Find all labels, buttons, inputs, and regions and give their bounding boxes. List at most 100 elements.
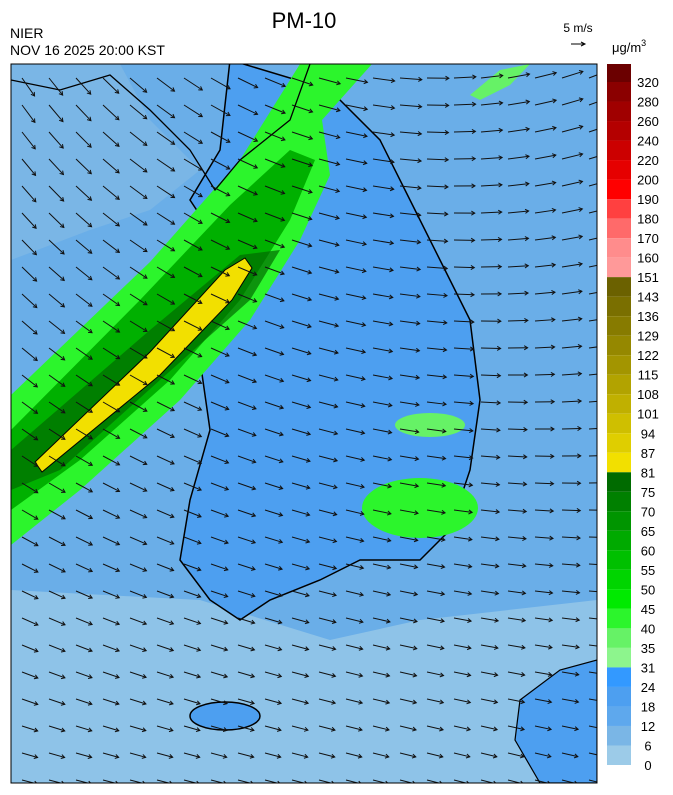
wind-arrow	[75, 320, 93, 334]
arrow-head	[88, 435, 94, 440]
colorbar-swatch	[607, 218, 631, 239]
wind-arrow	[210, 77, 231, 90]
arrow-shaft	[264, 482, 283, 490]
arrow-shaft	[48, 293, 65, 308]
arrow-head	[280, 136, 286, 142]
wind-arrow	[318, 617, 337, 624]
arrow-shaft	[48, 428, 66, 440]
wind-arrow	[318, 131, 341, 140]
wind-arrow	[183, 347, 203, 358]
arrow-head	[497, 318, 502, 324]
wind-arrow	[291, 104, 314, 114]
wind-arrow	[345, 590, 365, 597]
arrow-head	[225, 111, 231, 117]
wind-arrow	[183, 131, 204, 144]
arrow-head	[61, 515, 66, 520]
arrow-shaft	[534, 536, 554, 539]
wind-arrow	[453, 671, 472, 678]
arrow-head	[114, 142, 120, 147]
arrow-shaft	[318, 428, 338, 435]
arrow-shaft	[588, 590, 597, 593]
arrow-head	[412, 780, 416, 783]
arrow-head	[196, 513, 202, 518]
wind-arrow	[426, 509, 447, 515]
wind-arrow	[264, 401, 285, 410]
wind-arrow	[237, 671, 256, 679]
wind-arrow	[75, 563, 94, 573]
arrow-head	[493, 645, 499, 650]
arrow-head	[361, 322, 367, 328]
arrow-shaft	[399, 374, 420, 379]
arrow-shaft	[318, 401, 338, 408]
wind-arrow	[102, 320, 121, 333]
wind-arrow	[75, 158, 92, 175]
arrow-shaft	[534, 698, 552, 703]
wind-arrow	[210, 644, 229, 652]
arrow-shaft	[480, 455, 500, 459]
arrow-head	[251, 432, 257, 437]
arrow-head	[59, 223, 65, 229]
arrow-shaft	[129, 644, 147, 652]
arrow-shaft	[291, 752, 308, 758]
arrow-head	[551, 180, 557, 186]
arrow-shaft	[129, 779, 144, 783]
wind-arrow	[21, 536, 39, 547]
arrow-head	[496, 345, 502, 351]
arrow-shaft	[372, 158, 395, 163]
arrow-head	[493, 780, 497, 783]
arrow-shaft	[480, 156, 503, 160]
arrow-head	[142, 487, 148, 492]
arrow-head	[413, 537, 419, 543]
wind-arrow	[453, 536, 473, 542]
arrow-head	[549, 508, 555, 514]
arrow-shaft	[318, 509, 337, 516]
arrow-head	[358, 699, 364, 705]
wind-arrow	[399, 455, 420, 462]
arrow-head	[525, 126, 531, 132]
wind-arrow	[345, 374, 366, 381]
wind-arrow	[480, 345, 502, 351]
arrow-shaft	[372, 212, 394, 217]
wind-arrow	[588, 671, 597, 674]
arrow-shaft	[156, 131, 175, 145]
wind-arrow	[291, 455, 311, 463]
wind-arrow	[561, 289, 583, 295]
wind-arrow	[102, 77, 120, 94]
arrow-shaft	[264, 131, 286, 141]
arrow-shaft	[129, 563, 147, 572]
wind-arrow	[480, 155, 504, 161]
wind-arrow	[129, 482, 148, 492]
arrow-shaft	[75, 752, 92, 758]
wind-arrow	[21, 185, 37, 203]
arrow-shaft	[426, 428, 446, 432]
arrow-shaft	[264, 239, 285, 248]
wind-arrow	[48, 779, 65, 783]
arrow-head	[253, 110, 259, 116]
arrow-shaft	[561, 509, 581, 512]
wind-arrow	[372, 347, 394, 354]
wind-arrow	[480, 671, 499, 678]
arrow-head	[250, 646, 256, 652]
arrow-head	[60, 754, 66, 759]
arrow-shaft	[48, 455, 66, 467]
wind-arrow	[291, 320, 312, 329]
arrow-head	[522, 481, 528, 487]
wind-arrow	[75, 536, 94, 546]
wind-arrow	[21, 293, 38, 309]
arrow-head	[498, 100, 504, 106]
arrow-shaft	[399, 725, 417, 731]
arrow-head	[87, 169, 92, 175]
arrow-shaft	[561, 590, 580, 594]
arrow-head	[142, 780, 146, 783]
colorbar-label: 12	[641, 719, 655, 734]
arrow-head	[223, 780, 227, 783]
arrow-head	[520, 699, 526, 705]
arrow-shaft	[75, 77, 92, 95]
arrow-shaft	[426, 239, 448, 242]
arrow-head	[521, 617, 527, 623]
arrow-shaft	[480, 211, 502, 214]
wind-arrow	[372, 671, 391, 678]
wind-arrow	[75, 185, 93, 201]
arrow-shaft	[237, 347, 257, 356]
